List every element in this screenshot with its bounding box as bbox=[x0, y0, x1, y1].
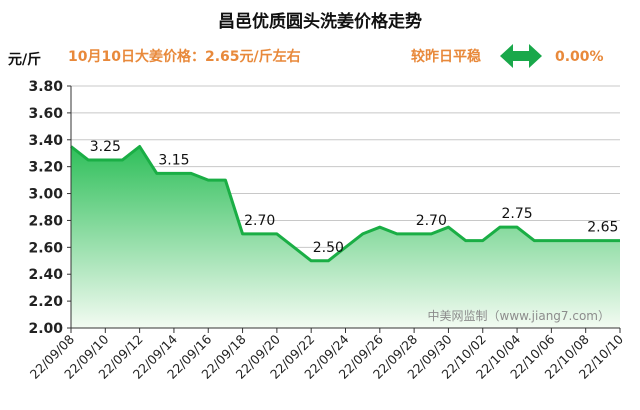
y-tick-labels: 2.00 2.20 2.40 2.60 2.80 3.00 3.20 3.40 3.60 3.80 bbox=[28, 79, 63, 337]
price-line bbox=[70, 145, 620, 263]
data-label: 3.25 bbox=[90, 139, 121, 155]
data-label: 2.70 bbox=[244, 213, 275, 229]
y-tick-label: 3.80 bbox=[28, 79, 63, 95]
axes bbox=[67, 85, 621, 333]
price-summary: 10月10日大姜价格：2.65元/斤左右 bbox=[68, 48, 301, 65]
data-label: 2.70 bbox=[416, 213, 447, 229]
data-label: 2.65 bbox=[587, 220, 618, 236]
y-tick-label: 2.80 bbox=[28, 213, 63, 229]
y-axis-unit-label: 元/斤 bbox=[8, 51, 41, 68]
y-tick-label: 2.60 bbox=[28, 240, 63, 256]
x-tick-labels: 22/09/0822/09/1022/09/1222/09/1422/09/16… bbox=[27, 331, 626, 381]
data-labels: 3.25 3.15 2.70 2.50 2.70 2.75 2.65 bbox=[90, 139, 619, 256]
y-tick-label: 2.40 bbox=[28, 267, 63, 283]
y-tick-label: 2.20 bbox=[28, 294, 63, 310]
chart-title: 昌邑优质圆头洗姜价格走势 bbox=[218, 11, 422, 32]
compare-label: 较昨日平稳 bbox=[411, 48, 481, 65]
compare-value: 0.00% bbox=[555, 49, 604, 65]
y-tick-label: 3.20 bbox=[28, 160, 63, 176]
data-label: 2.75 bbox=[501, 206, 532, 222]
price-area bbox=[71, 146, 620, 328]
data-label: 3.15 bbox=[158, 152, 189, 168]
data-label: 2.50 bbox=[313, 240, 344, 256]
y-tick-label: 2.00 bbox=[28, 321, 63, 337]
y-tick-label: 3.00 bbox=[28, 187, 63, 203]
y-tick-label: 3.60 bbox=[28, 106, 63, 122]
y-tick-label: 3.40 bbox=[28, 133, 63, 149]
double-arrow-icon bbox=[500, 44, 542, 68]
watermark: 中美网监制（www.jiang7.com） bbox=[428, 308, 610, 323]
